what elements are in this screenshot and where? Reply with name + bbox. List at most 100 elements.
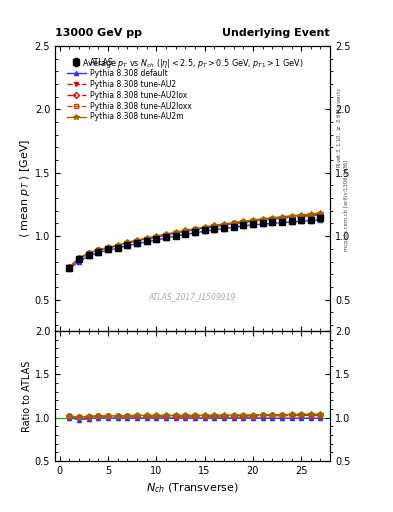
Pythia 8.308 tune-AU2	[251, 218, 255, 224]
Pythia 8.308 tune-AU2loxx	[309, 212, 313, 218]
Pythia 8.308 tune-AU2loxx	[212, 223, 217, 229]
Y-axis label: $\langle$ mean $p_T$ $\rangle$ [GeV]: $\langle$ mean $p_T$ $\rangle$ [GeV]	[18, 139, 32, 238]
Legend: ATLAS, Pythia 8.308 default, Pythia 8.308 tune-AU2, Pythia 8.308 tune-AU2lox, Py: ATLAS, Pythia 8.308 default, Pythia 8.30…	[64, 56, 194, 124]
Pythia 8.308 tune-AU2	[193, 227, 197, 233]
Pythia 8.308 tune-AU2loxx	[260, 217, 265, 223]
Pythia 8.308 tune-AU2lox	[309, 212, 313, 218]
Pythia 8.308 default	[222, 225, 226, 231]
Pythia 8.308 tune-AU2lox	[193, 226, 197, 232]
Pythia 8.308 tune-AU2	[222, 222, 226, 228]
Pythia 8.308 default	[183, 231, 188, 238]
Pythia 8.308 tune-AU2lox	[222, 222, 226, 228]
Pythia 8.308 tune-AU2lox	[183, 228, 188, 234]
Pythia 8.308 default	[116, 245, 120, 251]
Pythia 8.308 tune-AU2m	[231, 220, 236, 226]
Pythia 8.308 tune-AU2m	[260, 216, 265, 222]
Pythia 8.308 default	[241, 223, 246, 229]
Pythia 8.308 tune-AU2	[96, 247, 101, 253]
Pythia 8.308 tune-AU2	[154, 234, 159, 240]
Pythia 8.308 tune-AU2loxx	[183, 228, 188, 234]
Pythia 8.308 default	[231, 224, 236, 230]
Pythia 8.308 tune-AU2loxx	[222, 222, 226, 228]
Pythia 8.308 default	[106, 247, 110, 253]
Pythia 8.308 default	[318, 217, 323, 223]
Pythia 8.308 tune-AU2m	[77, 255, 81, 261]
Pythia 8.308 tune-AU2m	[279, 214, 284, 220]
Pythia 8.308 tune-AU2	[309, 212, 313, 219]
Pythia 8.308 tune-AU2	[299, 214, 303, 220]
Pythia 8.308 tune-AU2loxx	[86, 250, 91, 257]
Pythia 8.308 tune-AU2loxx	[96, 247, 101, 253]
Line: Pythia 8.308 tune-AU2loxx: Pythia 8.308 tune-AU2loxx	[68, 212, 323, 269]
Pythia 8.308 tune-AU2	[289, 215, 294, 221]
Pythia 8.308 tune-AU2m	[309, 211, 313, 217]
Pythia 8.308 tune-AU2m	[163, 231, 168, 237]
Pythia 8.308 tune-AU2	[260, 217, 265, 223]
Text: ATLAS_2017_I1509919: ATLAS_2017_I1509919	[149, 292, 236, 302]
Pythia 8.308 tune-AU2lox	[202, 225, 207, 231]
Pythia 8.308 tune-AU2loxx	[193, 226, 197, 232]
Pythia 8.308 tune-AU2lox	[125, 240, 130, 246]
Pythia 8.308 tune-AU2m	[154, 233, 159, 239]
Pythia 8.308 default	[77, 259, 81, 265]
Pythia 8.308 tune-AU2m	[144, 235, 149, 241]
Pythia 8.308 default	[135, 241, 140, 247]
Pythia 8.308 tune-AU2m	[222, 221, 226, 227]
Pythia 8.308 tune-AU2	[183, 228, 188, 234]
Pythia 8.308 default	[309, 218, 313, 224]
Pythia 8.308 tune-AU2loxx	[318, 211, 323, 218]
Pythia 8.308 tune-AU2m	[289, 212, 294, 219]
Pythia 8.308 tune-AU2loxx	[299, 213, 303, 219]
Pythia 8.308 tune-AU2	[135, 238, 140, 244]
Pythia 8.308 default	[144, 239, 149, 245]
Pythia 8.308 default	[67, 265, 72, 271]
Pythia 8.308 tune-AU2lox	[318, 211, 323, 217]
Pythia 8.308 default	[279, 220, 284, 226]
Pythia 8.308 default	[154, 237, 159, 243]
Pythia 8.308 tune-AU2m	[318, 210, 323, 216]
Pythia 8.308 default	[96, 249, 101, 255]
Pythia 8.308 tune-AU2m	[299, 212, 303, 218]
Pythia 8.308 tune-AU2lox	[86, 250, 91, 257]
Pythia 8.308 tune-AU2lox	[96, 247, 101, 253]
Pythia 8.308 default	[299, 218, 303, 224]
Pythia 8.308 tune-AU2m	[67, 264, 72, 270]
Pythia 8.308 tune-AU2m	[125, 239, 130, 245]
Pythia 8.308 tune-AU2loxx	[67, 264, 72, 270]
Pythia 8.308 tune-AU2loxx	[154, 233, 159, 240]
Pythia 8.308 tune-AU2	[212, 224, 217, 230]
Text: mcplots.cern.ch [arXiv:1306.3436]: mcplots.cern.ch [arXiv:1306.3436]	[344, 159, 349, 250]
Pythia 8.308 default	[270, 220, 275, 226]
Pythia 8.308 tune-AU2	[318, 212, 323, 218]
Pythia 8.308 tune-AU2loxx	[116, 243, 120, 249]
Pythia 8.308 default	[193, 230, 197, 236]
Pythia 8.308 tune-AU2lox	[163, 232, 168, 238]
Pythia 8.308 tune-AU2m	[183, 227, 188, 233]
Pythia 8.308 tune-AU2loxx	[202, 225, 207, 231]
Pythia 8.308 tune-AU2	[270, 216, 275, 222]
Pythia 8.308 tune-AU2	[144, 236, 149, 242]
Pythia 8.308 default	[212, 227, 217, 233]
Pythia 8.308 default	[202, 228, 207, 234]
Pythia 8.308 tune-AU2m	[116, 242, 120, 248]
Pythia 8.308 tune-AU2	[241, 220, 246, 226]
Pythia 8.308 tune-AU2lox	[77, 255, 81, 262]
Pythia 8.308 tune-AU2	[202, 225, 207, 231]
Text: Average $p_T$ vs $N_{ch}$ ($|\eta| < 2.5$, $p_T > 0.5$ GeV, $p_{T1} > 1$ GeV): Average $p_T$ vs $N_{ch}$ ($|\eta| < 2.5…	[82, 57, 303, 71]
Pythia 8.308 tune-AU2lox	[116, 243, 120, 249]
Pythia 8.308 tune-AU2loxx	[135, 238, 140, 244]
Pythia 8.308 tune-AU2m	[270, 215, 275, 221]
Pythia 8.308 tune-AU2	[77, 255, 81, 262]
Pythia 8.308 default	[86, 253, 91, 259]
Pythia 8.308 tune-AU2loxx	[163, 232, 168, 238]
Pythia 8.308 tune-AU2lox	[144, 236, 149, 242]
Pythia 8.308 tune-AU2loxx	[241, 219, 246, 225]
Pythia 8.308 tune-AU2	[106, 245, 110, 251]
Pythia 8.308 tune-AU2loxx	[125, 240, 130, 246]
Pythia 8.308 tune-AU2lox	[299, 213, 303, 219]
Pythia 8.308 tune-AU2loxx	[144, 236, 149, 242]
Line: Pythia 8.308 default: Pythia 8.308 default	[68, 218, 323, 270]
Pythia 8.308 default	[251, 222, 255, 228]
Pythia 8.308 tune-AU2m	[212, 222, 217, 228]
Pythia 8.308 tune-AU2lox	[106, 245, 110, 251]
